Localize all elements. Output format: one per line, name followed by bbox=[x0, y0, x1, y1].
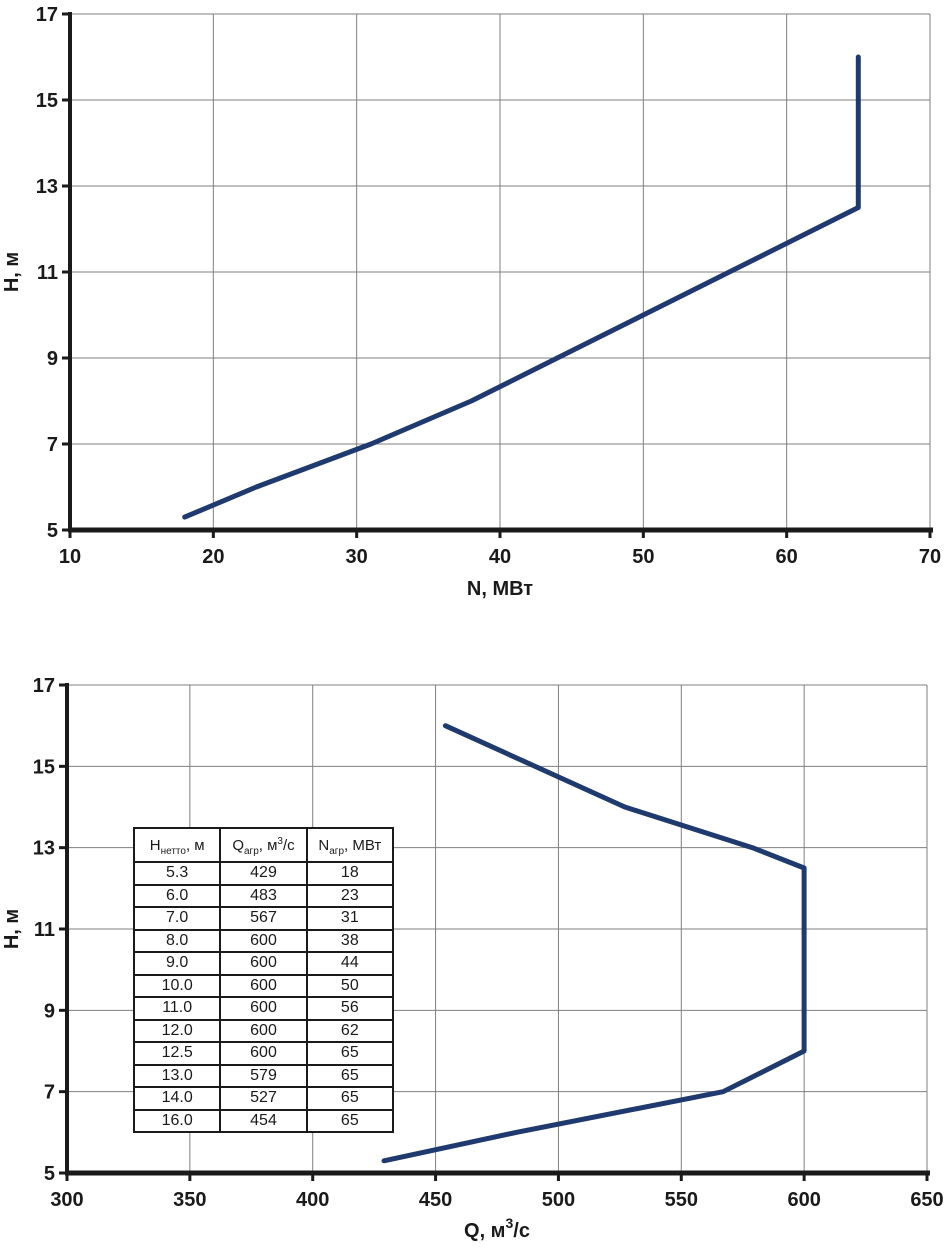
table-cell: 18 bbox=[305, 861, 395, 886]
table-header-cell: Qагр, м3/с bbox=[219, 827, 308, 863]
y-tick-label: 5 bbox=[44, 1163, 55, 1185]
table-cell: 23 bbox=[305, 883, 395, 908]
curve-head-vs-power bbox=[182, 54, 861, 520]
y-tick-label: 13 bbox=[33, 838, 55, 860]
table-cell: 567 bbox=[219, 906, 308, 931]
table-cell: 65 bbox=[305, 1108, 395, 1133]
table-cell: 527 bbox=[219, 1086, 308, 1111]
table-header-cell: Nагр, МВт bbox=[305, 827, 395, 863]
table-row: 14.0 527 65 bbox=[132, 1086, 395, 1111]
table-cell: 600 bbox=[219, 1041, 308, 1066]
y-tick-label: 9 bbox=[47, 348, 58, 370]
y-tick-label: 5 bbox=[47, 520, 58, 542]
y-tick-label: 17 bbox=[36, 4, 58, 26]
x-tick-label: 500 bbox=[542, 1189, 575, 1211]
tick-marks bbox=[62, 12, 932, 538]
x-tick-label: 70 bbox=[919, 546, 941, 568]
table-cell: 10.0 bbox=[132, 973, 222, 998]
header-subscript: агр bbox=[243, 845, 259, 857]
table-cell: 65 bbox=[305, 1063, 395, 1088]
x-tick-label: 350 bbox=[173, 1189, 206, 1211]
curve-head-vs-discharge bbox=[381, 723, 807, 1164]
table-cell: 44 bbox=[305, 951, 395, 976]
y-tick-label: 13 bbox=[36, 176, 58, 198]
y-tick-label: 11 bbox=[34, 919, 55, 941]
y-axis-title: Н, м bbox=[1, 909, 23, 949]
y-tick-label: 15 bbox=[33, 756, 55, 778]
table-row: 10.0 600 50 bbox=[132, 973, 395, 998]
table-row: 5.3 429 18 bbox=[132, 861, 395, 886]
table-cell: 12.0 bbox=[132, 1018, 222, 1043]
tick-marks bbox=[59, 683, 929, 1181]
table-row: 11.0 600 56 bbox=[132, 996, 395, 1021]
table-header-row: Ннетто, м Qагр, м3/с Nагр, МВт bbox=[132, 827, 395, 863]
x-axis-title: N, МВт bbox=[467, 578, 533, 600]
table-cell: 65 bbox=[305, 1041, 395, 1066]
table-row: 12.5 600 65 bbox=[132, 1041, 395, 1066]
table-cell: 600 bbox=[219, 951, 308, 976]
x-tick-label: 10 bbox=[59, 546, 81, 568]
y-axis-title: Н, м bbox=[1, 252, 23, 292]
table-cell: 14.0 bbox=[132, 1086, 222, 1111]
y-tick-label: 11 bbox=[37, 262, 58, 284]
table-cell: 13.0 bbox=[132, 1063, 222, 1088]
table-cell: 600 bbox=[219, 1018, 308, 1043]
table-row: 8.0 600 38 bbox=[132, 928, 395, 953]
table-row: 9.0 600 44 bbox=[132, 951, 395, 976]
table-row: 13.0 579 65 bbox=[132, 1063, 395, 1088]
x-tick-label: 600 bbox=[787, 1189, 820, 1211]
table-cell: 38 bbox=[305, 928, 395, 953]
table-cell: 12.5 bbox=[132, 1041, 222, 1066]
table-cell: 483 bbox=[219, 883, 308, 908]
header-subscript: нетто bbox=[160, 845, 186, 857]
x-axis-title: Q, м3/с bbox=[464, 1215, 530, 1242]
y-tick-label: 17 bbox=[33, 675, 55, 697]
head-vs-power-chart: 10 20 30 40 50 60 70 5 7 9 11 13 15 17 N, МВт Н, м bbox=[1, 4, 941, 600]
y-tick-label: 7 bbox=[44, 1082, 55, 1104]
table-row: 12.0 600 62 bbox=[132, 1018, 395, 1043]
table-row: 16.0 454 65 bbox=[132, 1108, 395, 1133]
table-cell: 5.3 bbox=[132, 861, 222, 886]
table-cell: 600 bbox=[219, 928, 308, 953]
table-cell: 50 bbox=[305, 973, 395, 998]
gridlines bbox=[70, 13, 931, 530]
operating-data-table: Ннетто, м Qагр, м3/с Nагр, МВт 5.3 429 18 6.0 4… bbox=[132, 827, 395, 1133]
table-row: 6.0 483 23 bbox=[132, 883, 395, 908]
x-tick-label: 60 bbox=[776, 546, 798, 568]
table-header-cell: Ннетто, м bbox=[132, 827, 222, 863]
x-tick-label: 450 bbox=[419, 1189, 452, 1211]
table-cell: 7.0 bbox=[132, 906, 222, 931]
x-tick-label: 40 bbox=[489, 546, 511, 568]
table-cell: 429 bbox=[219, 861, 308, 886]
y-tick-label: 9 bbox=[44, 1000, 55, 1022]
table-cell: 6.0 bbox=[132, 883, 222, 908]
head-vs-power-plot: 10 20 30 40 50 60 70 5 7 9 11 13 15 17 N, МВт Н, м bbox=[1, 4, 941, 600]
x-tick-label: 400 bbox=[296, 1189, 329, 1211]
table-cell: 62 bbox=[305, 1018, 395, 1043]
y-tick-label: 15 bbox=[36, 90, 58, 112]
table-cell: 11.0 bbox=[132, 996, 222, 1021]
table-cell: 454 bbox=[219, 1108, 308, 1133]
x-tick-label: 50 bbox=[632, 546, 654, 568]
table-row: 7.0 567 31 bbox=[132, 906, 395, 931]
x-tick-label: 30 bbox=[346, 546, 368, 568]
table-cell: 16.0 bbox=[132, 1108, 222, 1133]
table-cell: 600 bbox=[219, 973, 308, 998]
table-cell: 8.0 bbox=[132, 928, 222, 953]
header-superscript: 3 bbox=[277, 835, 283, 847]
table-cell: 9.0 bbox=[132, 951, 222, 976]
head-vs-discharge-chart: 300 350 400 450 500 550 600 650 5 7 9 11 13 15 17 Q, м3… bbox=[0, 640, 948, 1249]
header-subscript: агр bbox=[329, 845, 345, 857]
x-tick-label: 550 bbox=[665, 1189, 698, 1211]
x-tick-label: 20 bbox=[202, 546, 224, 568]
table-cell: 65 bbox=[305, 1086, 395, 1111]
x-tick-label: 300 bbox=[50, 1189, 83, 1211]
table-cell: 579 bbox=[219, 1063, 308, 1088]
table-cell: 31 bbox=[305, 906, 395, 931]
x-tick-label: 650 bbox=[910, 1189, 943, 1211]
table-cell: 56 bbox=[305, 996, 395, 1021]
table-cell: 600 bbox=[219, 996, 308, 1021]
y-tick-label: 7 bbox=[47, 434, 58, 456]
